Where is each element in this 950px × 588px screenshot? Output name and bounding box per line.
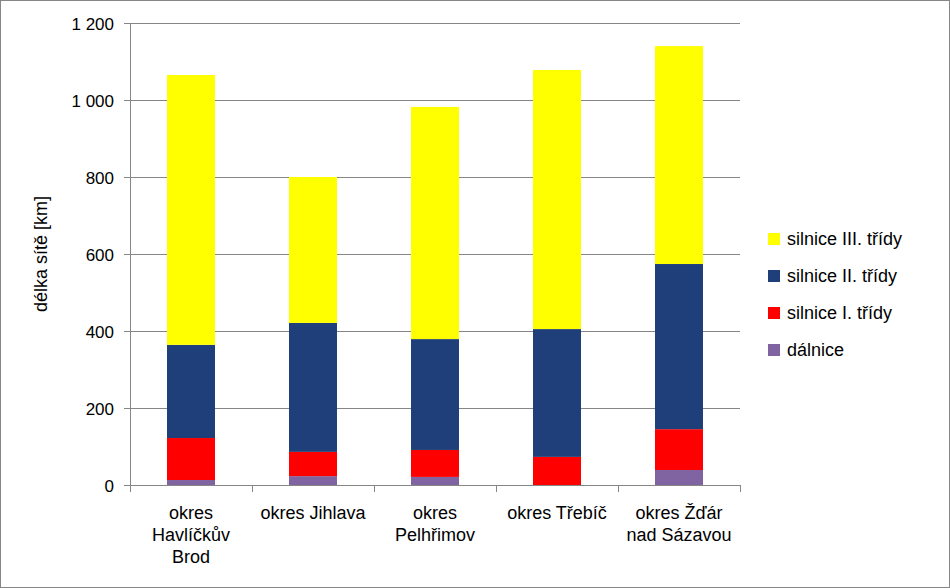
- category-label-line: okres: [169, 503, 213, 523]
- x-tick-mark: [130, 485, 131, 492]
- bar-segment: [411, 107, 459, 339]
- bar-segment: [533, 457, 581, 485]
- category-label: okresPelhřimov: [395, 503, 475, 545]
- bar-segment: [411, 339, 459, 450]
- tick-mark: [124, 408, 130, 409]
- bars: [167, 46, 703, 485]
- chart: 02004006008001 0001 200okresHavlíčkůvBro…: [0, 0, 950, 588]
- tick-mark: [124, 331, 130, 332]
- legend-swatch: [768, 307, 780, 319]
- legend-swatch: [768, 233, 780, 245]
- category-label-line: nad Sázavou: [626, 525, 731, 545]
- tick-label: 200: [86, 400, 114, 419]
- category-label-line: Brod: [172, 547, 210, 567]
- category-label: okres Žďárnad Sázavou: [626, 503, 731, 545]
- legend-label: silnice II. třídy: [787, 266, 897, 286]
- grid-line: [130, 23, 740, 24]
- tick-label: 600: [86, 246, 114, 265]
- tick-label: 800: [86, 169, 114, 188]
- legend-label: silnice I. třídy: [787, 303, 892, 323]
- x-tick-mark: [496, 485, 497, 492]
- x-tick-mark: [374, 485, 375, 492]
- bar-segment: [411, 477, 459, 485]
- bar-segment: [167, 480, 215, 485]
- bar-segment: [167, 438, 215, 480]
- x-tick-mark: [618, 485, 619, 492]
- grid-line: [130, 485, 740, 486]
- bar-segment: [167, 345, 215, 438]
- category-label-line: okres Třebíč: [507, 503, 607, 523]
- bar-segment: [289, 476, 337, 485]
- tick-label: 400: [86, 323, 114, 342]
- x-tick-mark: [740, 485, 741, 492]
- tick-mark: [124, 23, 130, 24]
- category-label-line: okres: [413, 503, 457, 523]
- category-label: okresHavlíčkůvBrod: [152, 503, 230, 567]
- bar-segment: [655, 46, 703, 264]
- y-axis: [130, 23, 131, 485]
- tick-mark: [124, 100, 130, 101]
- category-label-line: okres Žďár: [635, 503, 722, 523]
- category-label-line: Pelhřimov: [395, 525, 475, 545]
- tick-label: 1 000: [71, 92, 114, 111]
- tick-label: 0: [105, 477, 114, 496]
- grid-line: [130, 100, 740, 101]
- bar-segment: [411, 450, 459, 477]
- category-label-line: Havlíčkův: [152, 525, 230, 545]
- legend-label: dálnice: [787, 340, 844, 360]
- bar-segment: [655, 429, 703, 470]
- bar-segment: [289, 177, 337, 323]
- tick-mark: [124, 177, 130, 178]
- bar-segment: [655, 264, 703, 429]
- chart-border: [1, 1, 950, 588]
- category-label: okres Třebíč: [507, 503, 607, 523]
- legend-label: silnice III. třídy: [787, 229, 902, 249]
- bar-segment: [655, 470, 703, 485]
- bar-segment: [289, 452, 337, 476]
- legend-swatch: [768, 344, 780, 356]
- x-tick-mark: [252, 485, 253, 492]
- y-axis-title: délka sítě [km]: [31, 196, 51, 312]
- bar-segment: [289, 323, 337, 452]
- tick-mark: [124, 254, 130, 255]
- bar-segment: [533, 70, 581, 329]
- bar-segment: [167, 75, 215, 345]
- x-axis: [130, 485, 740, 486]
- bar-segment: [533, 329, 581, 457]
- tick-label: 1 200: [71, 15, 114, 34]
- legend-swatch: [768, 270, 780, 282]
- category-label-line: okres Jihlava: [260, 503, 366, 523]
- tick-mark: [124, 485, 130, 486]
- category-label: okres Jihlava: [260, 503, 366, 523]
